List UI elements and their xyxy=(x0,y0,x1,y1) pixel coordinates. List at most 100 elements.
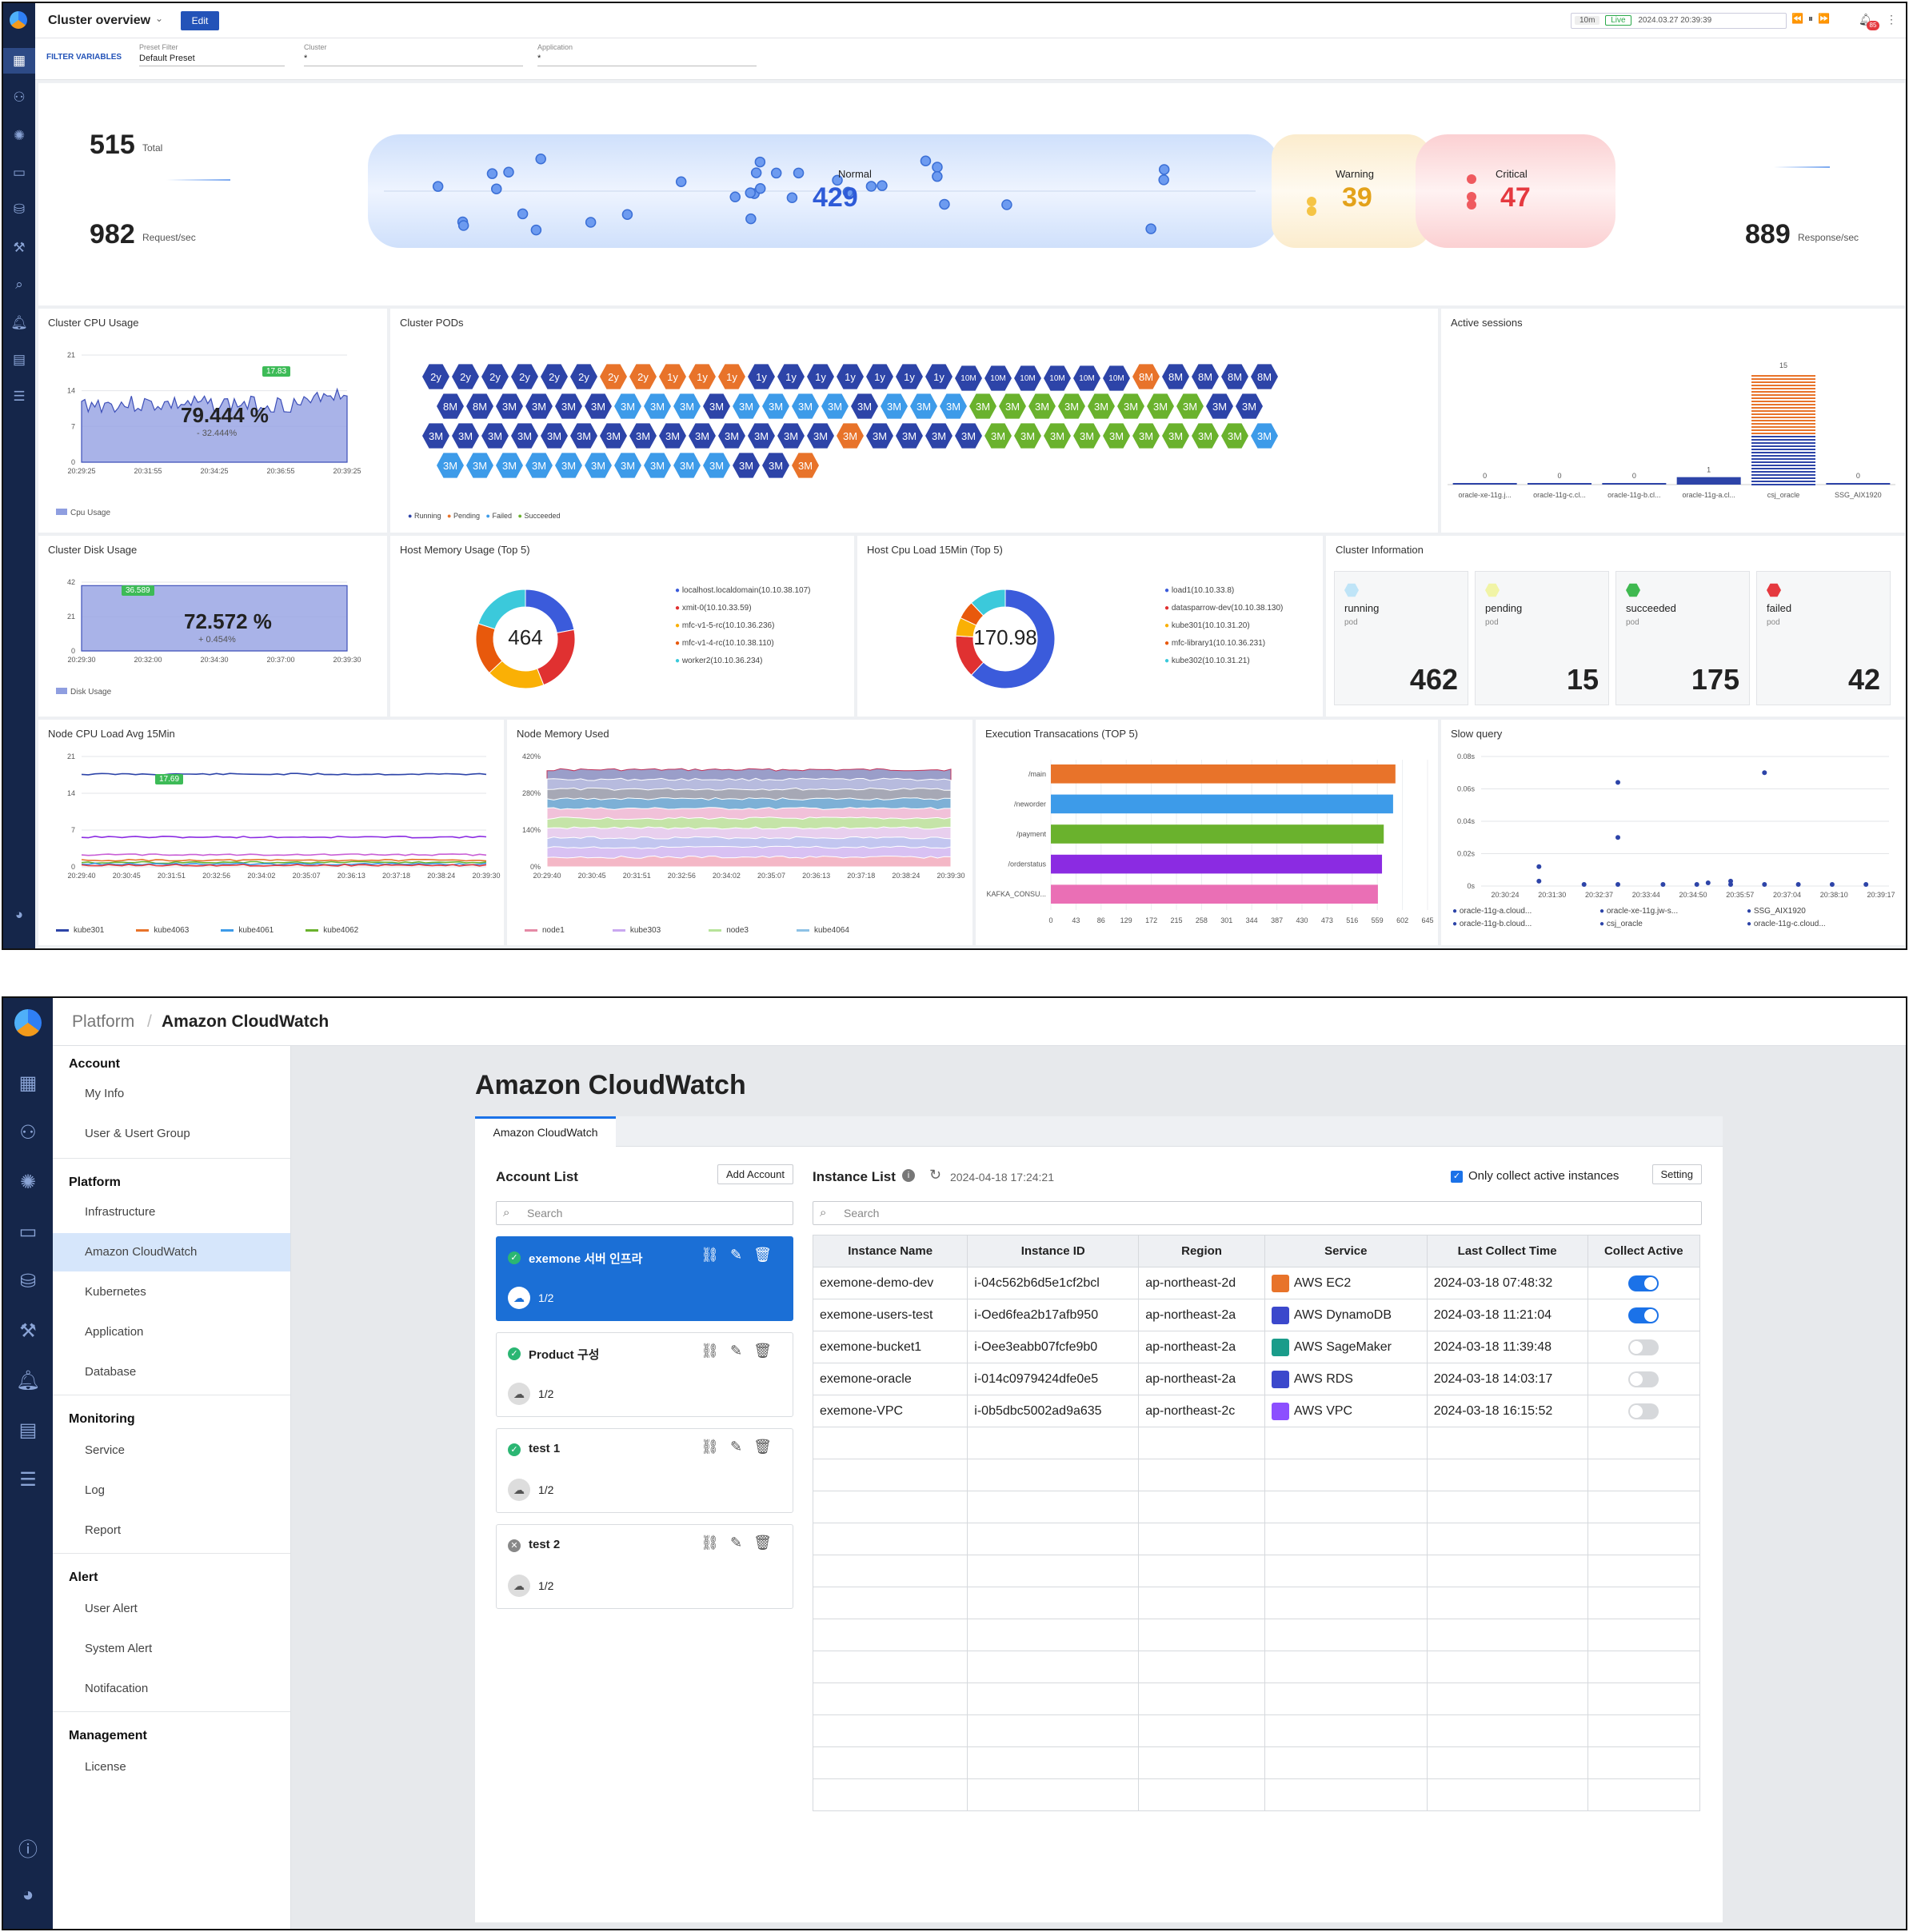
pod-hex[interactable]: 3M xyxy=(644,393,671,419)
pod-hex[interactable]: 3M xyxy=(496,453,523,478)
pod-hex[interactable]: 3M xyxy=(1147,393,1174,419)
pod-hex[interactable]: 1y xyxy=(718,364,745,389)
pod-hex[interactable]: 3M xyxy=(896,423,923,449)
legend-item[interactable]: ● mfc-v1-4-rc(10.10.38.110) xyxy=(675,639,774,648)
legend-item[interactable]: ● worker2(10.10.36.234) xyxy=(675,657,763,665)
edit-icon[interactable]: ✎ xyxy=(730,1535,754,1551)
pod-hex[interactable]: 10M xyxy=(1014,365,1041,391)
succeeded-pods-card[interactable]: succeeded pod 175 xyxy=(1615,571,1750,705)
cluster-filter-value[interactable]: * xyxy=(304,51,523,66)
pod-hex[interactable]: 3M xyxy=(1132,423,1160,449)
pod-hex[interactable]: 3M xyxy=(422,423,449,449)
pod-hex[interactable]: 8M xyxy=(466,393,493,419)
pod-hex[interactable]: 3M xyxy=(585,453,612,478)
pod-hex[interactable]: 3M xyxy=(999,393,1026,419)
legend-item[interactable]: ● oracle-11g-c.cloud... xyxy=(1747,920,1826,928)
alert-bell-icon[interactable]: 🔔︎ xyxy=(10,315,28,330)
pod-hex[interactable]: 3M xyxy=(748,423,775,449)
collect-active-toggle[interactable] xyxy=(1628,1403,1659,1419)
pod-hex[interactable]: 3M xyxy=(1103,423,1130,449)
edit-icon[interactable]: ✎ xyxy=(730,1247,754,1263)
menu-log[interactable]: Log xyxy=(85,1483,106,1497)
legend-item[interactable]: kube4064 xyxy=(797,926,849,935)
pod-hex[interactable]: 8M xyxy=(1132,364,1160,389)
account-item[interactable]: ✕ test 2 ⛓✎🗑︎ ☁ 1/2 xyxy=(496,1524,793,1609)
pod-hex[interactable]: 3M xyxy=(1044,423,1071,449)
pod-hex[interactable]: 3M xyxy=(1014,423,1041,449)
document-icon[interactable]: ☰ xyxy=(19,1468,37,1491)
edit-icon[interactable]: ✎ xyxy=(730,1439,754,1455)
pod-hex[interactable]: 3M xyxy=(481,423,509,449)
delete-icon[interactable]: 🗑︎ xyxy=(753,1439,783,1455)
edit-icon[interactable]: ✎ xyxy=(730,1343,754,1359)
pod-hex[interactable]: 3M xyxy=(555,393,582,419)
pod-hex[interactable]: 3M xyxy=(1058,393,1085,419)
pod-hex[interactable]: 3M xyxy=(511,423,538,449)
pod-hex[interactable]: 3M xyxy=(689,423,716,449)
pod-hex[interactable]: 1y xyxy=(866,364,893,389)
pod-hex[interactable]: 3M xyxy=(733,453,760,478)
breadcrumb-root[interactable]: Platform xyxy=(72,1012,135,1031)
account-actions[interactable]: ⛓✎🗑︎ xyxy=(701,1535,783,1551)
pod-hex[interactable]: 8M xyxy=(1192,364,1219,389)
account-item[interactable]: ✓ test 1 ⛓✎🗑︎ ☁ 1/2 xyxy=(496,1428,793,1513)
pod-hex[interactable]: 3M xyxy=(600,423,627,449)
pod-hex[interactable]: 1y xyxy=(689,364,716,389)
column-header[interactable]: Instance Name xyxy=(812,1235,968,1267)
menu-kubernetes[interactable]: Kubernetes xyxy=(85,1285,146,1299)
pod-hex[interactable]: 3M xyxy=(910,393,937,419)
table-row[interactable]: exemone-bucket1 i-Oee3eabb07fcfe9b0 ap-nor… xyxy=(812,1331,1701,1363)
menu-notification[interactable]: Notifacation xyxy=(85,1682,149,1695)
pod-hex[interactable]: 3M xyxy=(644,453,671,478)
account-item[interactable]: ✓ exemone 서버 인프라 ⛓✎🗑︎ ☁ 1/2 xyxy=(496,1236,793,1321)
range-chip[interactable]: 10m xyxy=(1575,16,1600,25)
user-avatar-icon[interactable]: ◕ xyxy=(14,907,24,922)
pod-hex[interactable]: 3M xyxy=(673,393,701,419)
delete-icon[interactable]: 🗑︎ xyxy=(753,1247,783,1263)
menu-system-alert[interactable]: System Alert xyxy=(85,1642,153,1655)
legend-item[interactable]: ● kube302(10.10.31.21) xyxy=(1164,657,1250,665)
topology-icon[interactable]: ⚇ xyxy=(13,90,26,105)
account-actions[interactable]: ⛓✎🗑︎ xyxy=(701,1247,783,1263)
pod-hex[interactable]: 3M xyxy=(925,423,953,449)
legend-item[interactable]: ● datasparrow-dev(10.10.38.130) xyxy=(1164,604,1284,613)
pod-hex[interactable]: 3M xyxy=(1221,423,1248,449)
dashboard-icon[interactable]: ▦ xyxy=(18,1072,38,1094)
column-header[interactable]: Collect Active xyxy=(1587,1235,1701,1267)
edit-button[interactable]: Edit xyxy=(181,11,219,30)
pod-hex[interactable]: 3M xyxy=(792,393,819,419)
pod-hex[interactable]: 3M xyxy=(703,393,730,419)
chevron-down-icon[interactable]: ⌄ xyxy=(155,13,164,24)
pod-hex[interactable]: 3M xyxy=(866,423,893,449)
search-doc-icon[interactable]: ⌕ xyxy=(15,277,23,292)
pod-hex[interactable]: 3M xyxy=(762,393,789,419)
pod-hex[interactable]: 3M xyxy=(940,393,967,419)
pod-hex[interactable]: 2y xyxy=(570,364,597,389)
document-icon[interactable]: ☰ xyxy=(13,389,26,404)
help-icon[interactable]: ⓘ xyxy=(18,1838,38,1861)
pending-pods-card[interactable]: pending pod 15 xyxy=(1475,571,1609,705)
pod-hex[interactable]: 3M xyxy=(1236,393,1263,419)
legend-item[interactable]: ● localhost.localdomain(10.10.38.107) xyxy=(675,586,811,595)
monitor-icon[interactable]: ▭ xyxy=(12,165,26,180)
legend-item[interactable]: kube4062 xyxy=(306,926,358,935)
column-header[interactable]: Service xyxy=(1264,1235,1428,1267)
pod-hex[interactable]: 3M xyxy=(1162,423,1189,449)
pod-hex[interactable]: 2y xyxy=(600,364,627,389)
pod-hex[interactable]: 10M xyxy=(1103,365,1130,391)
column-header[interactable]: Instance ID xyxy=(967,1235,1140,1267)
pod-hex[interactable]: 3M xyxy=(585,393,612,419)
menu-infrastructure[interactable]: Infrastructure xyxy=(85,1205,156,1219)
preset-filter-value[interactable]: Default Preset xyxy=(139,51,285,66)
user-avatar-icon[interactable]: ◕ xyxy=(22,1884,34,1906)
cluster-filter[interactable]: Cluster * xyxy=(304,43,523,66)
delete-icon[interactable]: 🗑︎ xyxy=(753,1343,783,1359)
pod-hex[interactable]: 2y xyxy=(511,364,538,389)
pod-hex[interactable]: 8M xyxy=(1251,364,1278,389)
table-row[interactable]: exemone-VPC i-0b5dbc5002ad9a635 ap-northea… xyxy=(812,1395,1701,1427)
menu-my-info[interactable]: My Info xyxy=(85,1087,125,1100)
time-range-picker[interactable]: 10m Live 2024.03.27 20:39:39 xyxy=(1571,13,1787,29)
pod-hex[interactable]: 3M xyxy=(1028,393,1056,419)
collect-active-toggle[interactable] xyxy=(1628,1339,1659,1355)
pod-hex[interactable]: 3M xyxy=(1192,423,1219,449)
